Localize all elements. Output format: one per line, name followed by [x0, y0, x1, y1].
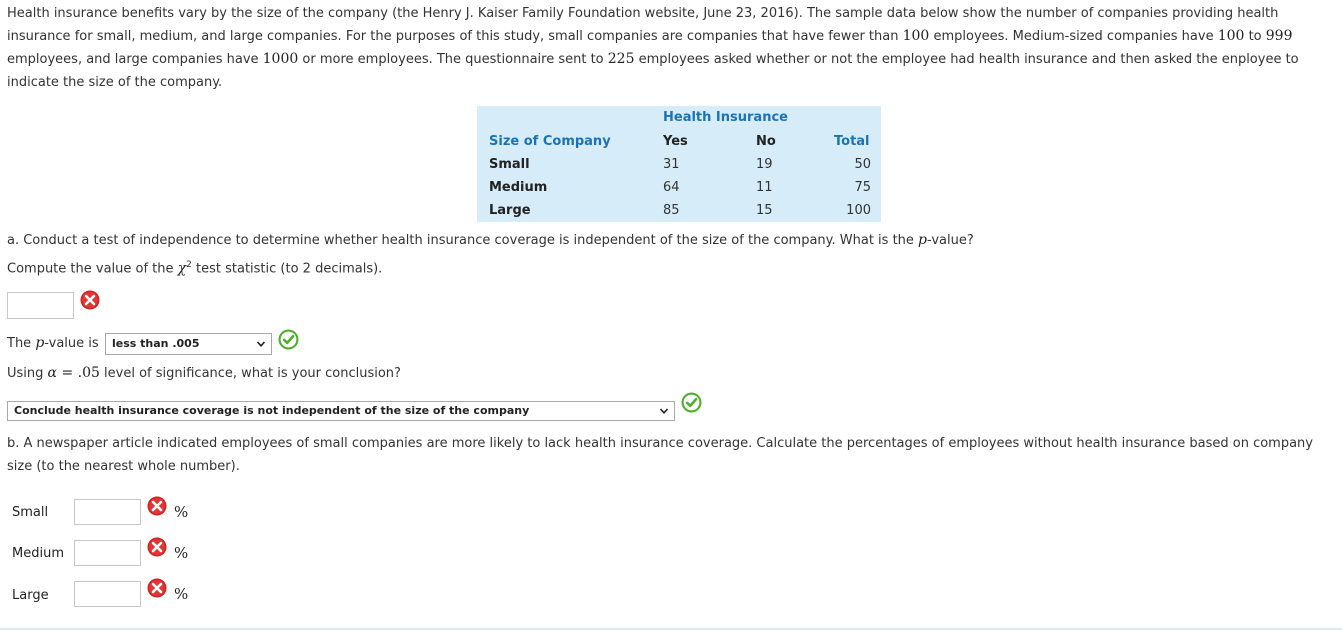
column-header-total: Total	[834, 134, 870, 149]
column-header-yes: Yes	[663, 134, 688, 149]
small-label: Small	[12, 505, 49, 520]
chevron-down-icon	[659, 408, 669, 414]
intro-text-5: or more employees. The questionnaire sen…	[298, 52, 608, 67]
pvalue-select[interactable]: less than .005	[105, 333, 272, 355]
row-small-label: Small	[489, 157, 530, 172]
row-medium-yes: 64	[663, 180, 680, 195]
row-small-no: 19	[756, 157, 773, 172]
intro-number-4: 1000	[262, 51, 299, 67]
incorrect-icon	[80, 290, 100, 310]
table-group-header: Health Insurance	[663, 110, 788, 125]
row-large-yes: 85	[663, 203, 680, 218]
column-header-size: Size of Company	[489, 134, 611, 149]
correct-icon	[681, 392, 702, 413]
row-medium-label: Medium	[489, 180, 548, 195]
chi-square-input[interactable]	[7, 292, 74, 319]
row-large-label: Large	[489, 203, 531, 218]
intro-number-5: 225	[607, 51, 635, 67]
percent-sign: %	[174, 544, 189, 562]
percent-sign: %	[174, 585, 189, 603]
row-small-total: 50	[854, 157, 871, 172]
intro-number-3: 999	[1265, 28, 1293, 44]
conclusion-select[interactable]: Conclude health insurance coverage is no…	[7, 401, 675, 421]
percent-sign: %	[174, 503, 189, 521]
correct-icon	[278, 329, 299, 350]
intro-text-3: to	[1244, 29, 1266, 44]
row-medium-no: 11	[756, 180, 773, 195]
health-insurance-table: Health Insurance Size of Company Yes No …	[477, 106, 881, 222]
intro-text-4: employees, and large companies have	[7, 52, 263, 67]
part-a-question: a. Conduct a test of independence to det…	[7, 232, 974, 248]
intro-text-2: employees. Medium-sized companies have	[929, 29, 1218, 44]
medium-label: Medium	[12, 546, 64, 561]
bottom-divider	[0, 628, 1342, 630]
incorrect-icon	[147, 496, 167, 516]
problem-intro: Health insurance benefits vary by the si…	[7, 2, 1332, 94]
compute-chi-square-prompt: Compute the value of the χ2 test statist…	[7, 260, 383, 277]
medium-percent-input[interactable]	[74, 540, 141, 566]
intro-number-1: 100	[902, 28, 930, 44]
incorrect-icon	[147, 537, 167, 557]
small-percent-input[interactable]	[74, 499, 141, 525]
incorrect-icon	[147, 578, 167, 598]
pvalue-prompt: The p-value is	[7, 335, 99, 351]
intro-number-2: 100	[1217, 28, 1245, 44]
row-large-total: 100	[846, 203, 871, 218]
column-header-no: No	[756, 134, 776, 149]
chevron-down-icon	[256, 341, 266, 347]
row-large-no: 15	[756, 203, 773, 218]
intro-text-6: employees asked whether or not the emplo…	[7, 52, 1299, 90]
row-medium-total: 75	[854, 180, 871, 195]
alpha-prompt: Using α = .05 level of significance, wha…	[7, 365, 401, 381]
part-b-question: b. A newspaper article indicated employe…	[7, 436, 1313, 474]
row-small-yes: 31	[663, 157, 680, 172]
large-percent-input[interactable]	[74, 581, 141, 607]
intro-text-1: Health insurance benefits vary by the si…	[7, 6, 1279, 44]
large-label: Large	[12, 588, 49, 603]
